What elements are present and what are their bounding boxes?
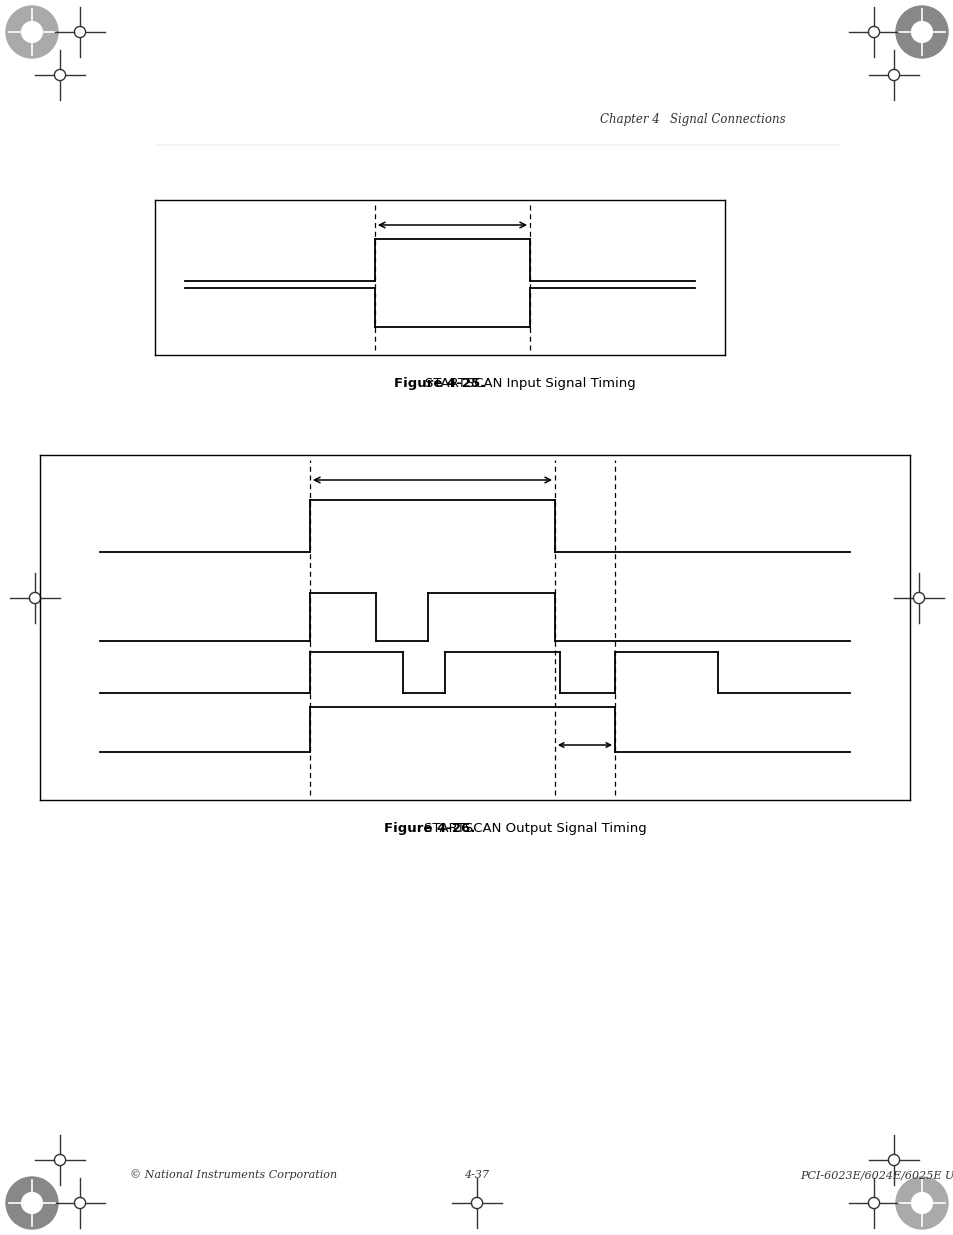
Circle shape <box>6 1177 58 1229</box>
Text: Figure 4-25.: Figure 4-25. <box>394 377 485 390</box>
Circle shape <box>911 21 931 42</box>
Circle shape <box>895 6 947 58</box>
Circle shape <box>895 1177 947 1229</box>
Text: PCI-6023E/6024E/6025E User Manual: PCI-6023E/6024E/6025E User Manual <box>800 1170 953 1179</box>
Circle shape <box>22 1193 42 1214</box>
Circle shape <box>6 6 58 58</box>
Text: Chapter 4: Chapter 4 <box>599 114 659 126</box>
Text: Figure 4-26.: Figure 4-26. <box>384 823 476 835</box>
Text: STARTSCAN Output Signal Timing: STARTSCAN Output Signal Timing <box>423 823 646 835</box>
Text: Signal Connections: Signal Connections <box>669 114 785 126</box>
Text: © National Instruments Corporation: © National Instruments Corporation <box>130 1170 336 1181</box>
Circle shape <box>22 21 42 42</box>
Text: 4-37: 4-37 <box>464 1170 489 1179</box>
Text: STARTSCAN Input Signal Timing: STARTSCAN Input Signal Timing <box>424 377 635 390</box>
Circle shape <box>911 1193 931 1214</box>
